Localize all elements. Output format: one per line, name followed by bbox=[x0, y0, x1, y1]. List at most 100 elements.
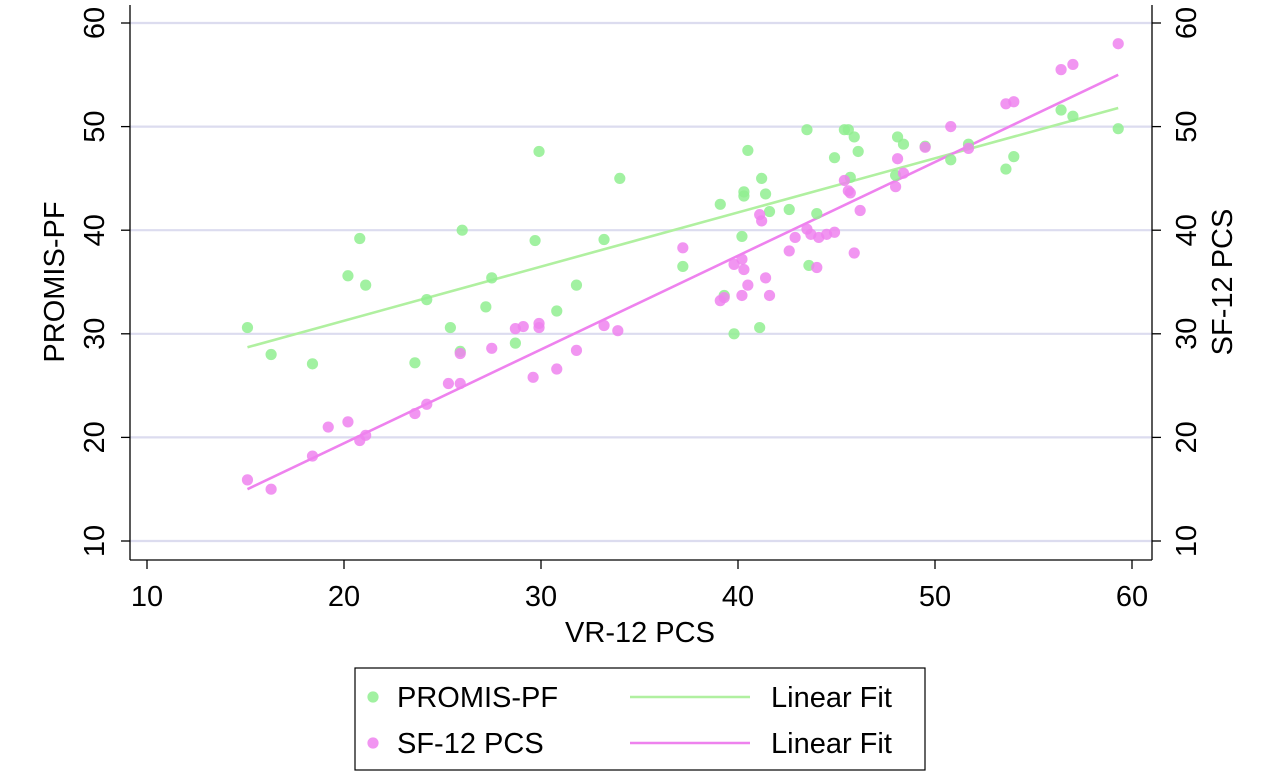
data-point bbox=[614, 172, 626, 184]
data-point bbox=[728, 258, 740, 270]
data-point bbox=[454, 377, 466, 390]
data-point bbox=[342, 416, 354, 428]
data-point bbox=[844, 187, 856, 199]
data-point bbox=[759, 272, 772, 284]
data-point bbox=[783, 203, 795, 216]
x-tick-label: 30 bbox=[525, 581, 557, 613]
y-tick-label: 10 bbox=[79, 525, 111, 557]
data-point bbox=[945, 154, 957, 166]
data-point bbox=[265, 483, 277, 495]
data-point bbox=[738, 186, 750, 198]
y-axis-title: PROMIS-PF bbox=[39, 201, 71, 362]
data-point bbox=[1055, 64, 1067, 76]
y-tick-label: 50 bbox=[79, 110, 111, 142]
data-point bbox=[527, 371, 539, 383]
data-point bbox=[360, 279, 372, 291]
data-point bbox=[848, 247, 860, 259]
data-point bbox=[570, 344, 583, 356]
y-tick-label: 60 bbox=[79, 7, 111, 39]
y2-tick-label: 40 bbox=[1171, 214, 1203, 246]
y2-tick-label: 60 bbox=[1171, 7, 1203, 39]
data-point bbox=[533, 145, 545, 158]
y2-axis-title: SF-12 PCS bbox=[1207, 209, 1239, 356]
data-point bbox=[897, 167, 910, 179]
data-point bbox=[736, 253, 748, 265]
data-point bbox=[360, 429, 372, 441]
data-point bbox=[677, 242, 689, 254]
x-tick-label: 50 bbox=[919, 581, 951, 613]
data-point bbox=[612, 325, 624, 337]
y2-tick-label: 20 bbox=[1171, 421, 1203, 453]
data-point bbox=[789, 231, 801, 244]
data-point bbox=[1112, 123, 1124, 135]
data-point bbox=[533, 317, 545, 330]
data-point bbox=[897, 138, 910, 150]
data-point bbox=[1067, 110, 1079, 122]
data-point bbox=[570, 279, 583, 291]
data-point bbox=[919, 141, 931, 153]
data-point bbox=[714, 198, 726, 210]
legend-label: Linear Fit bbox=[771, 728, 892, 760]
fit-line bbox=[247, 106, 1119, 349]
data-point bbox=[598, 233, 610, 246]
x-tick-label: 40 bbox=[722, 581, 754, 613]
x-tick-label: 20 bbox=[328, 581, 360, 613]
data-point bbox=[354, 232, 366, 245]
legend-label: PROMIS-PF bbox=[397, 682, 558, 714]
data-point bbox=[1112, 38, 1124, 50]
data-point bbox=[1008, 151, 1020, 163]
data-point bbox=[838, 174, 850, 187]
data-point bbox=[409, 407, 421, 420]
data-point bbox=[409, 357, 421, 369]
data-point bbox=[454, 347, 466, 360]
data-points bbox=[241, 38, 1124, 495]
data-point bbox=[811, 261, 823, 274]
data-point bbox=[306, 450, 319, 462]
data-point bbox=[1067, 58, 1079, 71]
legend-label: Linear Fit bbox=[771, 682, 892, 714]
data-point bbox=[756, 215, 768, 227]
data-point bbox=[759, 188, 772, 200]
data-point bbox=[742, 279, 754, 291]
data-point bbox=[486, 272, 498, 284]
data-point bbox=[828, 226, 841, 238]
data-point bbox=[754, 321, 766, 334]
data-point bbox=[742, 144, 754, 157]
legend-label: SF-12 PCS bbox=[397, 728, 544, 760]
legend: PROMIS-PF Linear Fit SF-12 PCS Linear Fit bbox=[354, 667, 926, 771]
plot-region bbox=[130, 21, 1152, 543]
data-point bbox=[848, 131, 860, 143]
y-tick-label: 40 bbox=[79, 214, 111, 246]
data-point bbox=[1000, 163, 1012, 175]
x-axis-title: VR-12 PCS bbox=[565, 617, 715, 649]
y2-tick-label: 50 bbox=[1171, 110, 1203, 142]
x-tick-label: 10 bbox=[131, 581, 163, 613]
data-point bbox=[801, 124, 813, 136]
data-point bbox=[486, 342, 498, 354]
fit-line bbox=[246, 73, 1119, 491]
data-point bbox=[241, 321, 254, 334]
data-point bbox=[598, 319, 610, 332]
data-point bbox=[442, 377, 455, 390]
data-point bbox=[529, 234, 541, 247]
data-point bbox=[945, 121, 957, 133]
data-point bbox=[480, 301, 492, 313]
data-point bbox=[728, 328, 740, 340]
data-point bbox=[891, 153, 904, 165]
data-point bbox=[763, 289, 776, 302]
data-point bbox=[306, 358, 319, 370]
data-point bbox=[456, 224, 468, 236]
data-point bbox=[517, 320, 529, 333]
legend-box bbox=[354, 667, 926, 771]
data-point bbox=[421, 398, 433, 410]
data-point bbox=[1055, 104, 1067, 116]
data-point bbox=[736, 289, 748, 302]
data-point bbox=[342, 270, 354, 282]
data-point bbox=[421, 294, 433, 306]
axes: 10 20 30 40 50 60 10 20 30 40 50 60 10 20 30 40 50 60 bbox=[79, 5, 1203, 613]
data-point bbox=[551, 305, 563, 317]
data-point bbox=[265, 348, 277, 361]
fit-lines bbox=[246, 73, 1119, 491]
y-tick-label: 30 bbox=[79, 318, 111, 350]
